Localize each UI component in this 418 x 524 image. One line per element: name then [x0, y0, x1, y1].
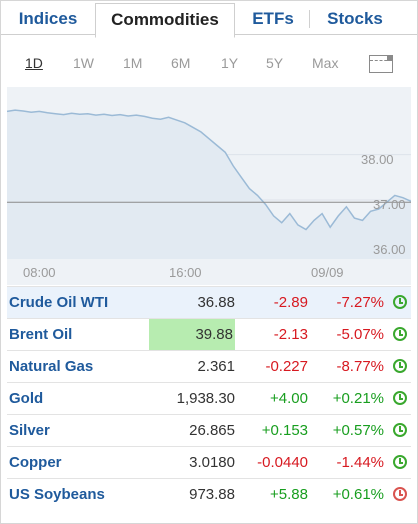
clock-icon: [393, 455, 407, 469]
price-change-percent: -7.27%: [336, 294, 384, 311]
tab-commodities[interactable]: Commodities: [95, 3, 235, 38]
tab-etfs[interactable]: ETFs: [252, 9, 294, 28]
price-change-percent: +0.61%: [332, 486, 384, 503]
clock-icon: [393, 295, 407, 309]
range-5y[interactable]: 5Y: [266, 55, 284, 71]
price-change: -2.89: [273, 294, 308, 311]
x-tick-label: 08:00: [23, 265, 56, 280]
instrument-name[interactable]: Silver: [9, 422, 50, 439]
x-tick-label: 09/09: [311, 265, 344, 280]
range-max[interactable]: Max: [312, 55, 339, 71]
range-6m[interactable]: 6M: [171, 55, 191, 71]
last-price: 26.865: [189, 422, 235, 439]
price-change: +4.00: [270, 390, 308, 407]
expand-chart-icon[interactable]: [369, 55, 393, 73]
last-price: 2.361: [197, 358, 235, 375]
chart-canvas: [7, 87, 411, 285]
price-change-percent: +0.57%: [332, 422, 384, 439]
price-change-percent: -5.07%: [336, 326, 384, 343]
clock-icon: [393, 423, 407, 437]
table-row[interactable]: US Soybeans 973.88 +5.88 +0.61%: [7, 478, 411, 510]
y-tick-label: 38.00: [361, 152, 394, 167]
table-row[interactable]: Copper 3.0180 -0.0440 -1.44%: [7, 446, 411, 478]
tab-divider: [309, 10, 310, 28]
table-row[interactable]: Gold 1,938.30 +4.00 +0.21%: [7, 382, 411, 414]
instrument-name[interactable]: Brent Oil: [9, 326, 73, 343]
table-row[interactable]: Brent Oil 39.88 -2.13 -5.07%: [7, 318, 411, 350]
instrument-name[interactable]: Natural Gas: [9, 358, 94, 375]
table-row[interactable]: Silver 26.865 +0.153 +0.57%: [7, 414, 411, 446]
price-change: -2.13: [273, 326, 308, 343]
tab-stocks[interactable]: Stocks: [327, 9, 383, 28]
quotes-table: Crude Oil WTI 36.88 -2.89 -7.27% Brent Oil 39…: [7, 286, 411, 510]
x-tick-label: 16:00: [169, 265, 202, 280]
price-change-percent: -8.77%: [336, 358, 384, 375]
clock-icon: [393, 487, 407, 501]
price-chart: 38.00 37.00 36.00 08:00 16:00 09/09: [7, 87, 411, 285]
clock-icon: [393, 359, 407, 373]
y-tick-label: 36.00: [373, 242, 406, 257]
tab-indices[interactable]: Indices: [18, 9, 78, 28]
last-price: 3.0180: [189, 454, 235, 471]
price-area: [7, 110, 411, 259]
range-1y[interactable]: 1Y: [221, 55, 239, 71]
last-price: 973.88: [189, 486, 235, 503]
last-price: 36.88: [197, 294, 235, 311]
price-change-percent: +0.21%: [332, 390, 384, 407]
price-change: +5.88: [270, 486, 308, 503]
y-tick-label: 37.00: [373, 197, 406, 212]
clock-icon: [393, 327, 407, 341]
last-price: 39.88: [149, 319, 235, 350]
clock-icon: [393, 391, 407, 405]
last-price: 1,938.30: [176, 390, 235, 407]
price-change-percent: -1.44%: [336, 454, 384, 471]
price-line: [7, 109, 411, 231]
range-1m[interactable]: 1M: [123, 55, 143, 71]
instrument-name[interactable]: Copper: [9, 454, 62, 471]
tab-bar: Indices Commodities ETFs Stocks: [1, 1, 417, 38]
price-change: -0.0440: [257, 454, 308, 471]
instrument-name[interactable]: US Soybeans: [9, 486, 105, 503]
time-range-selector: 1D 1W 1M 6M 1Y 5Y Max: [7, 45, 411, 85]
table-row[interactable]: Natural Gas 2.361 -0.227 -8.77%: [7, 350, 411, 382]
instrument-name[interactable]: Gold: [9, 390, 44, 407]
price-change: -0.227: [265, 358, 308, 375]
range-1w[interactable]: 1W: [73, 55, 94, 71]
table-row[interactable]: Crude Oil WTI 36.88 -2.89 -7.27%: [7, 286, 411, 318]
instrument-name[interactable]: Crude Oil WTI: [9, 294, 109, 311]
range-1d[interactable]: 1D: [25, 55, 43, 71]
price-change: +0.153: [261, 422, 308, 439]
